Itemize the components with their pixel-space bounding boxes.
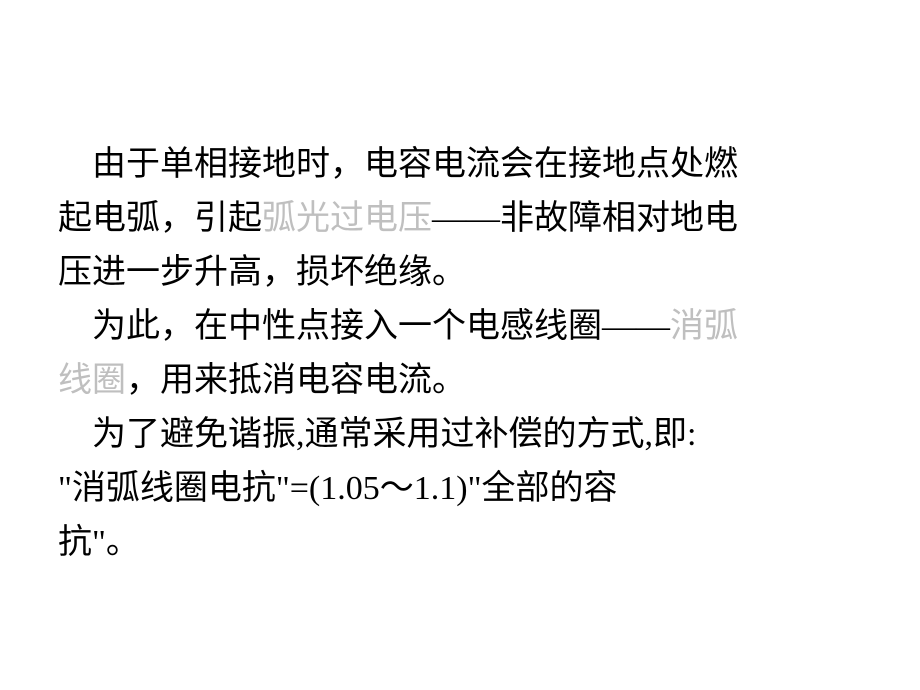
p1-l2-a: 起电弧，引起: [58, 200, 262, 237]
p3-line-2: "消弧线圈电抗"=(1.05～1.1)"全部的容: [58, 470, 617, 507]
p3-l2-text: "消弧线圈电抗"=(1.05～1.1)"全部的容: [58, 470, 617, 507]
p2-l1-highlight: 消弧: [670, 308, 738, 345]
p2-l1-a: 为此，在中性点接入一个电感线圈——: [92, 308, 670, 345]
paragraph-3: 为了避免谐振,通常采用过补偿的方式,即: "消弧线圈电抗"=(1.05～1.1)…: [58, 408, 860, 570]
p2-l2-b: ，用来抵消电容电流。: [126, 362, 466, 399]
p1-l2-b: ——非故障相对地电: [432, 200, 738, 237]
p3-l3-text: 抗"。: [58, 524, 140, 561]
paragraph-2: 为此，在中性点接入一个电感线圈——消弧 线圈，用来抵消电容电流。: [58, 300, 860, 408]
p3-line-1: 为了避免谐振,通常采用过补偿的方式,即:: [58, 416, 696, 453]
p1-line-3: 压进一步升高，损坏绝缘。: [58, 254, 466, 291]
p1-line-2: 起电弧，引起弧光过电压——非故障相对地电: [58, 200, 738, 237]
paragraph-1: 由于单相接地时，电容电流会在接地点处燃 起电弧，引起弧光过电压——非故障相对地电…: [58, 138, 860, 300]
p3-l1-text: 为了避免谐振,通常采用过补偿的方式,即:: [92, 416, 696, 453]
p2-l2-highlight: 线圈: [58, 362, 126, 399]
p1-l3-text: 压进一步升高，损坏绝缘。: [58, 254, 466, 291]
p1-l1-text: 由于单相接地时，电容电流会在接地点处燃: [92, 146, 738, 183]
p2-line-2: 线圈，用来抵消电容电流。: [58, 362, 466, 399]
p1-line-1: 由于单相接地时，电容电流会在接地点处燃: [58, 146, 738, 183]
p1-l2-highlight: 弧光过电压: [262, 200, 432, 237]
p3-line-3: 抗"。: [58, 524, 140, 561]
slide-page: 由于单相接地时，电容电流会在接地点处燃 起电弧，引起弧光过电压——非故障相对地电…: [0, 0, 920, 690]
p2-line-1: 为此，在中性点接入一个电感线圈——消弧: [58, 308, 738, 345]
